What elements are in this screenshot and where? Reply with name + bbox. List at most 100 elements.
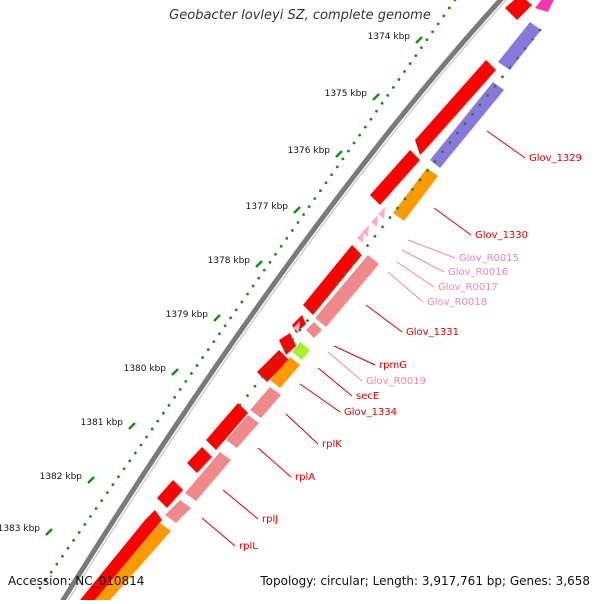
- guide-dot: [501, 75, 504, 79]
- guide-dot: [285, 236, 289, 240]
- cds-orange: [393, 168, 438, 221]
- guide-dot: [330, 173, 334, 177]
- backbone-inner: [64, 0, 508, 604]
- guide-dot: [523, 47, 527, 51]
- guide-dot: [111, 483, 115, 487]
- guide-dot: [313, 197, 317, 201]
- label-leader-line: [401, 249, 445, 273]
- feature-label: rpmG: [379, 360, 407, 371]
- scale-tick-mark: [171, 368, 179, 376]
- guide-dot: [44, 578, 48, 582]
- label-leader-line: [317, 367, 353, 397]
- feature-label: Glov_1334: [344, 407, 397, 418]
- cds-arrow: [257, 350, 289, 382]
- scale-tick-mark: [213, 314, 221, 322]
- guide-dot: [433, 159, 437, 163]
- guide-dot: [167, 403, 171, 407]
- feature-label: Glov_R0015: [459, 253, 519, 264]
- guide-dot: [206, 348, 210, 352]
- guide-dot: [347, 149, 350, 153]
- accession-text: Accession: NC_010814: [8, 574, 145, 588]
- scale-tick-mark: [255, 260, 263, 268]
- guide-dot: [396, 206, 399, 210]
- guide-dot: [352, 141, 356, 145]
- guide-dot: [257, 276, 261, 280]
- guide-dot: [373, 234, 377, 238]
- scale-tick-label: 1375 kbp: [325, 89, 368, 99]
- guide-dot: [246, 292, 249, 296]
- guide-dot: [403, 70, 406, 73]
- guide-dot: [105, 491, 109, 495]
- guide-dot: [133, 451, 137, 455]
- guide-dot: [381, 225, 384, 229]
- guide-dot: [411, 187, 414, 191]
- guide-dot: [302, 213, 305, 216]
- backbone-outer: [57, 0, 504, 604]
- guide-dot: [251, 284, 255, 288]
- label-leader-line: [222, 489, 259, 520]
- label-leader-line: [285, 413, 319, 445]
- guide-dot: [190, 372, 193, 375]
- trna-marker: [362, 225, 369, 237]
- guide-dot: [343, 272, 347, 276]
- scale-tick-label: 1383 kbp: [0, 524, 40, 534]
- scale-tick-label: 1377 kbp: [246, 202, 289, 212]
- guide-dot: [238, 403, 242, 407]
- scale-tick-mark: [372, 93, 380, 101]
- guide-dot: [319, 189, 322, 193]
- guide-dot: [408, 62, 412, 65]
- guide-dot: [161, 411, 165, 415]
- guide-dot: [341, 157, 345, 161]
- guide-dot: [419, 46, 423, 50]
- feature-label: rplJ: [262, 514, 278, 525]
- guide-dot: [441, 150, 444, 154]
- guide-dot: [234, 308, 238, 312]
- feature-label: rplA: [295, 472, 315, 483]
- guide-dot: [283, 347, 287, 351]
- guide-dot: [425, 38, 429, 42]
- cds-orange: [95, 523, 171, 600]
- guide-dot: [253, 384, 257, 388]
- guide-dot: [448, 141, 452, 144]
- cds-orange: [270, 357, 300, 388]
- scale-tick-label: 1381 kbp: [81, 418, 124, 428]
- guide-dot: [380, 101, 384, 105]
- scale-ticks: 1374 kbp 1375 kbp 1376 kbp 1377 kbp 1378 kbp…: [0, 32, 423, 536]
- cds-arrow: [303, 245, 362, 315]
- guide-dot: [268, 260, 272, 264]
- guide-dot: [321, 300, 324, 304]
- guide-dot: [229, 316, 233, 320]
- guide-dot: [279, 244, 283, 248]
- guide-dot: [447, 6, 451, 10]
- guide-dot: [538, 28, 542, 32]
- guide-dot: [306, 319, 309, 323]
- guide-dot: [195, 364, 199, 367]
- scale-tick-mark: [335, 150, 343, 158]
- guide-dot: [246, 394, 249, 398]
- scale-tick-label: 1379 kbp: [166, 310, 209, 320]
- guide-dot: [83, 523, 87, 526]
- feature-label: Glov_R0019: [366, 376, 426, 387]
- genome-summary-text: Topology: circular; Length: 3,917,761 bp…: [260, 574, 590, 588]
- scale-tick-mark: [293, 206, 301, 214]
- label-leader-line: [387, 271, 424, 303]
- guide-dot: [268, 366, 272, 369]
- guide-dot: [212, 340, 216, 344]
- label-leader-line: [299, 383, 341, 413]
- guide-dot: [471, 112, 474, 116]
- guide-dot: [77, 530, 81, 534]
- guide-dot: [431, 30, 434, 34]
- guide-dot: [201, 356, 205, 359]
- guide-dot: [38, 586, 42, 590]
- label-leader-line: [407, 239, 456, 259]
- guide-dot: [223, 324, 227, 328]
- guide-dot: [436, 22, 440, 26]
- cds-arrow: [370, 150, 420, 205]
- guide-dot: [363, 125, 367, 129]
- guide-dot: [336, 281, 339, 285]
- trna-marker: [371, 215, 378, 227]
- guide-dot: [61, 554, 64, 558]
- cds-purple: [498, 22, 541, 70]
- trna-marker: [357, 231, 364, 243]
